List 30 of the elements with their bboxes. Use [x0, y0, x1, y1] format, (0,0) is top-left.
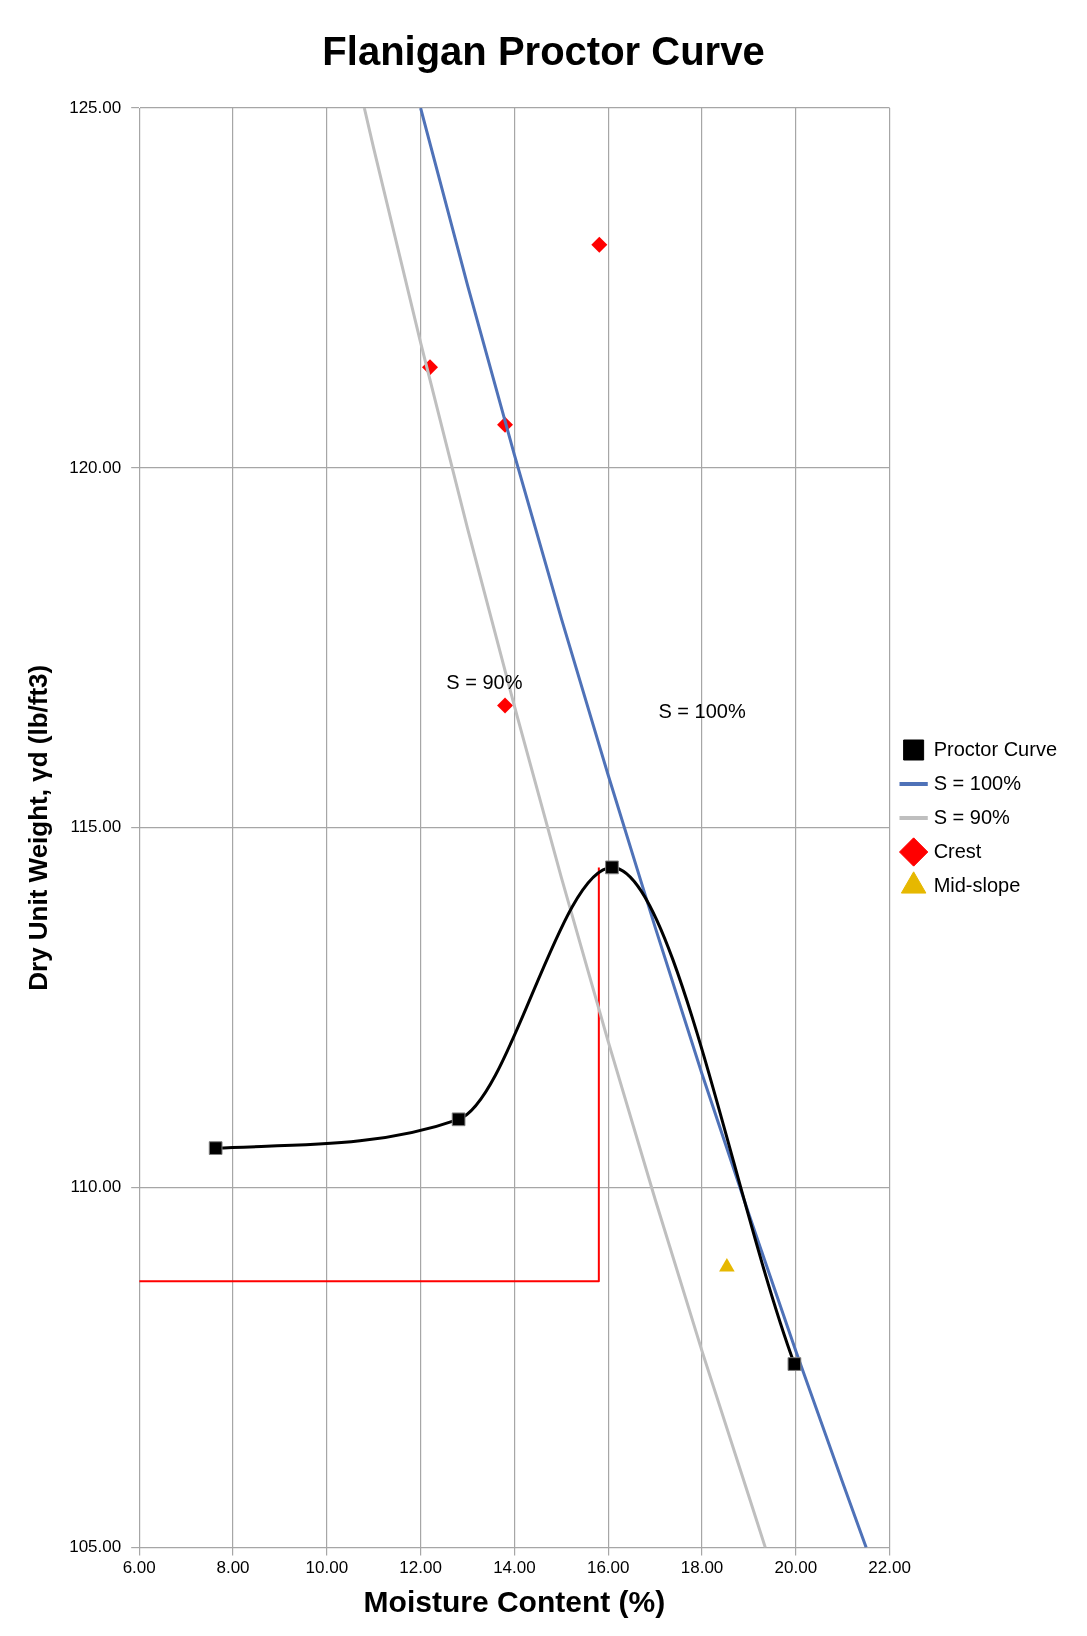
y-tick-label: 115.00: [70, 817, 122, 837]
legend-label: Crest: [933, 839, 982, 862]
x-tick-label: 14.00: [493, 1558, 536, 1578]
point: [451, 1112, 466, 1127]
point: [787, 1357, 802, 1371]
x-axis-title: Moisture Content (%): [363, 1585, 666, 1619]
annotation: S = 90%: [446, 671, 523, 694]
x-tick-label: 18.00: [680, 1558, 724, 1578]
legend-label: Mid-slope: [933, 873, 1021, 896]
y-tick-label: 105.00: [69, 1537, 122, 1557]
x-tick-label: 8.00: [216, 1558, 250, 1578]
x-tick-label: 6.00: [122, 1558, 156, 1578]
legend-label: Proctor Curve: [933, 737, 1058, 760]
x-tick-label: 12.00: [399, 1558, 442, 1578]
y-tick-label: 110.00: [70, 1177, 122, 1197]
point: [605, 860, 619, 875]
annotation: S = 100%: [658, 700, 746, 723]
x-tick-label: 10.00: [305, 1558, 349, 1578]
y-tick-label: 120.00: [69, 457, 122, 477]
x-tick-label: 20.00: [774, 1558, 818, 1578]
point: [497, 697, 514, 714]
point: [208, 1141, 223, 1155]
chart-title: Flanigan Proctor Curve: [322, 29, 765, 74]
x-tick-label: 22.00: [868, 1558, 911, 1578]
y-axis-title: Dry Unit Weight, γd (lb/ft3): [22, 664, 53, 991]
y-tick-label: 125.00: [69, 97, 122, 117]
x-tick-label: 16.00: [586, 1558, 630, 1578]
legend-label: S = 90%: [933, 805, 1011, 828]
point: [591, 236, 608, 253]
legend-label: S = 100%: [933, 771, 1022, 794]
